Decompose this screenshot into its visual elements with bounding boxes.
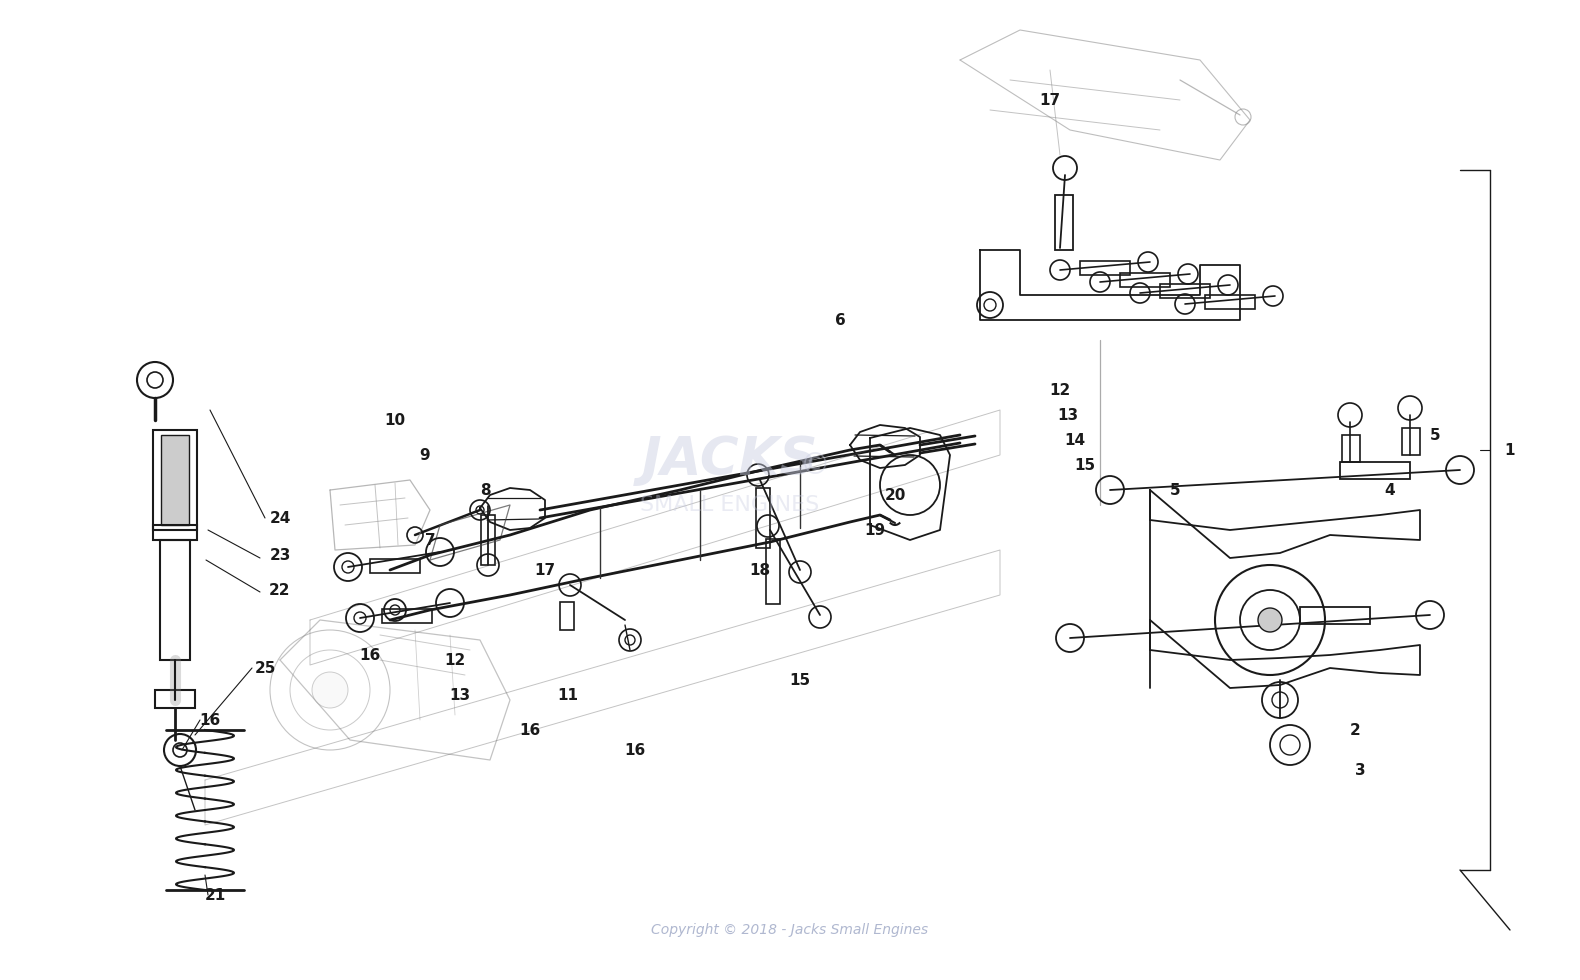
Circle shape	[1258, 608, 1281, 632]
Text: 16: 16	[199, 712, 221, 727]
Text: 13: 13	[1057, 408, 1079, 422]
Text: 7: 7	[425, 532, 436, 548]
Text: 15: 15	[1074, 458, 1095, 472]
Text: 12: 12	[444, 653, 466, 667]
Text: 3: 3	[1354, 762, 1365, 777]
Bar	[153, 525, 198, 540]
Text: 20: 20	[885, 487, 905, 503]
Text: 15: 15	[790, 672, 811, 688]
Text: 14: 14	[1065, 432, 1085, 448]
Text: 23: 23	[269, 548, 291, 563]
Bar	[1081, 261, 1130, 275]
Text: 13: 13	[449, 688, 471, 703]
Text: 12: 12	[1049, 382, 1071, 398]
Bar	[382, 609, 431, 623]
Text: JACKS: JACKS	[641, 434, 818, 486]
Bar	[1300, 607, 1370, 624]
Bar	[1055, 195, 1073, 250]
Bar	[559, 602, 574, 630]
Bar	[1120, 273, 1171, 287]
Text: 17: 17	[1040, 92, 1060, 108]
Text: 5: 5	[1430, 427, 1441, 443]
Text: 25: 25	[254, 661, 275, 675]
Bar	[1341, 435, 1360, 462]
Text: 16: 16	[624, 743, 646, 758]
Text: 5: 5	[1169, 482, 1180, 498]
Text: 16: 16	[359, 648, 381, 662]
Text: 18: 18	[749, 563, 771, 577]
Text: 4: 4	[1384, 482, 1395, 498]
Text: 22: 22	[269, 582, 291, 598]
Text: 16: 16	[520, 722, 540, 738]
Circle shape	[311, 672, 348, 708]
Bar	[160, 540, 190, 660]
Bar	[1340, 462, 1409, 479]
Bar	[766, 539, 781, 604]
Text: 8: 8	[480, 482, 490, 498]
Text: 6: 6	[834, 313, 845, 327]
Text: 9: 9	[420, 448, 430, 463]
Text: 17: 17	[534, 563, 556, 577]
Text: 1: 1	[1504, 443, 1515, 458]
Text: 21: 21	[204, 888, 226, 903]
Bar	[755, 488, 769, 548]
Bar	[1401, 428, 1420, 455]
Text: 2: 2	[1349, 722, 1360, 738]
Text: Copyright © 2018 - Jacks Small Engines: Copyright © 2018 - Jacks Small Engines	[651, 923, 929, 937]
Bar	[480, 515, 495, 565]
Bar	[1206, 295, 1255, 309]
Text: 19: 19	[864, 522, 885, 537]
Text: 10: 10	[384, 413, 406, 427]
Bar	[1160, 284, 1210, 298]
Text: 11: 11	[558, 688, 578, 703]
Bar	[161, 435, 190, 525]
Text: ©: ©	[799, 451, 831, 479]
Bar	[370, 559, 420, 573]
Text: SMALL ENGINES: SMALL ENGINES	[640, 495, 820, 515]
Bar	[153, 430, 198, 530]
Bar	[155, 690, 194, 708]
Text: 24: 24	[269, 511, 291, 525]
